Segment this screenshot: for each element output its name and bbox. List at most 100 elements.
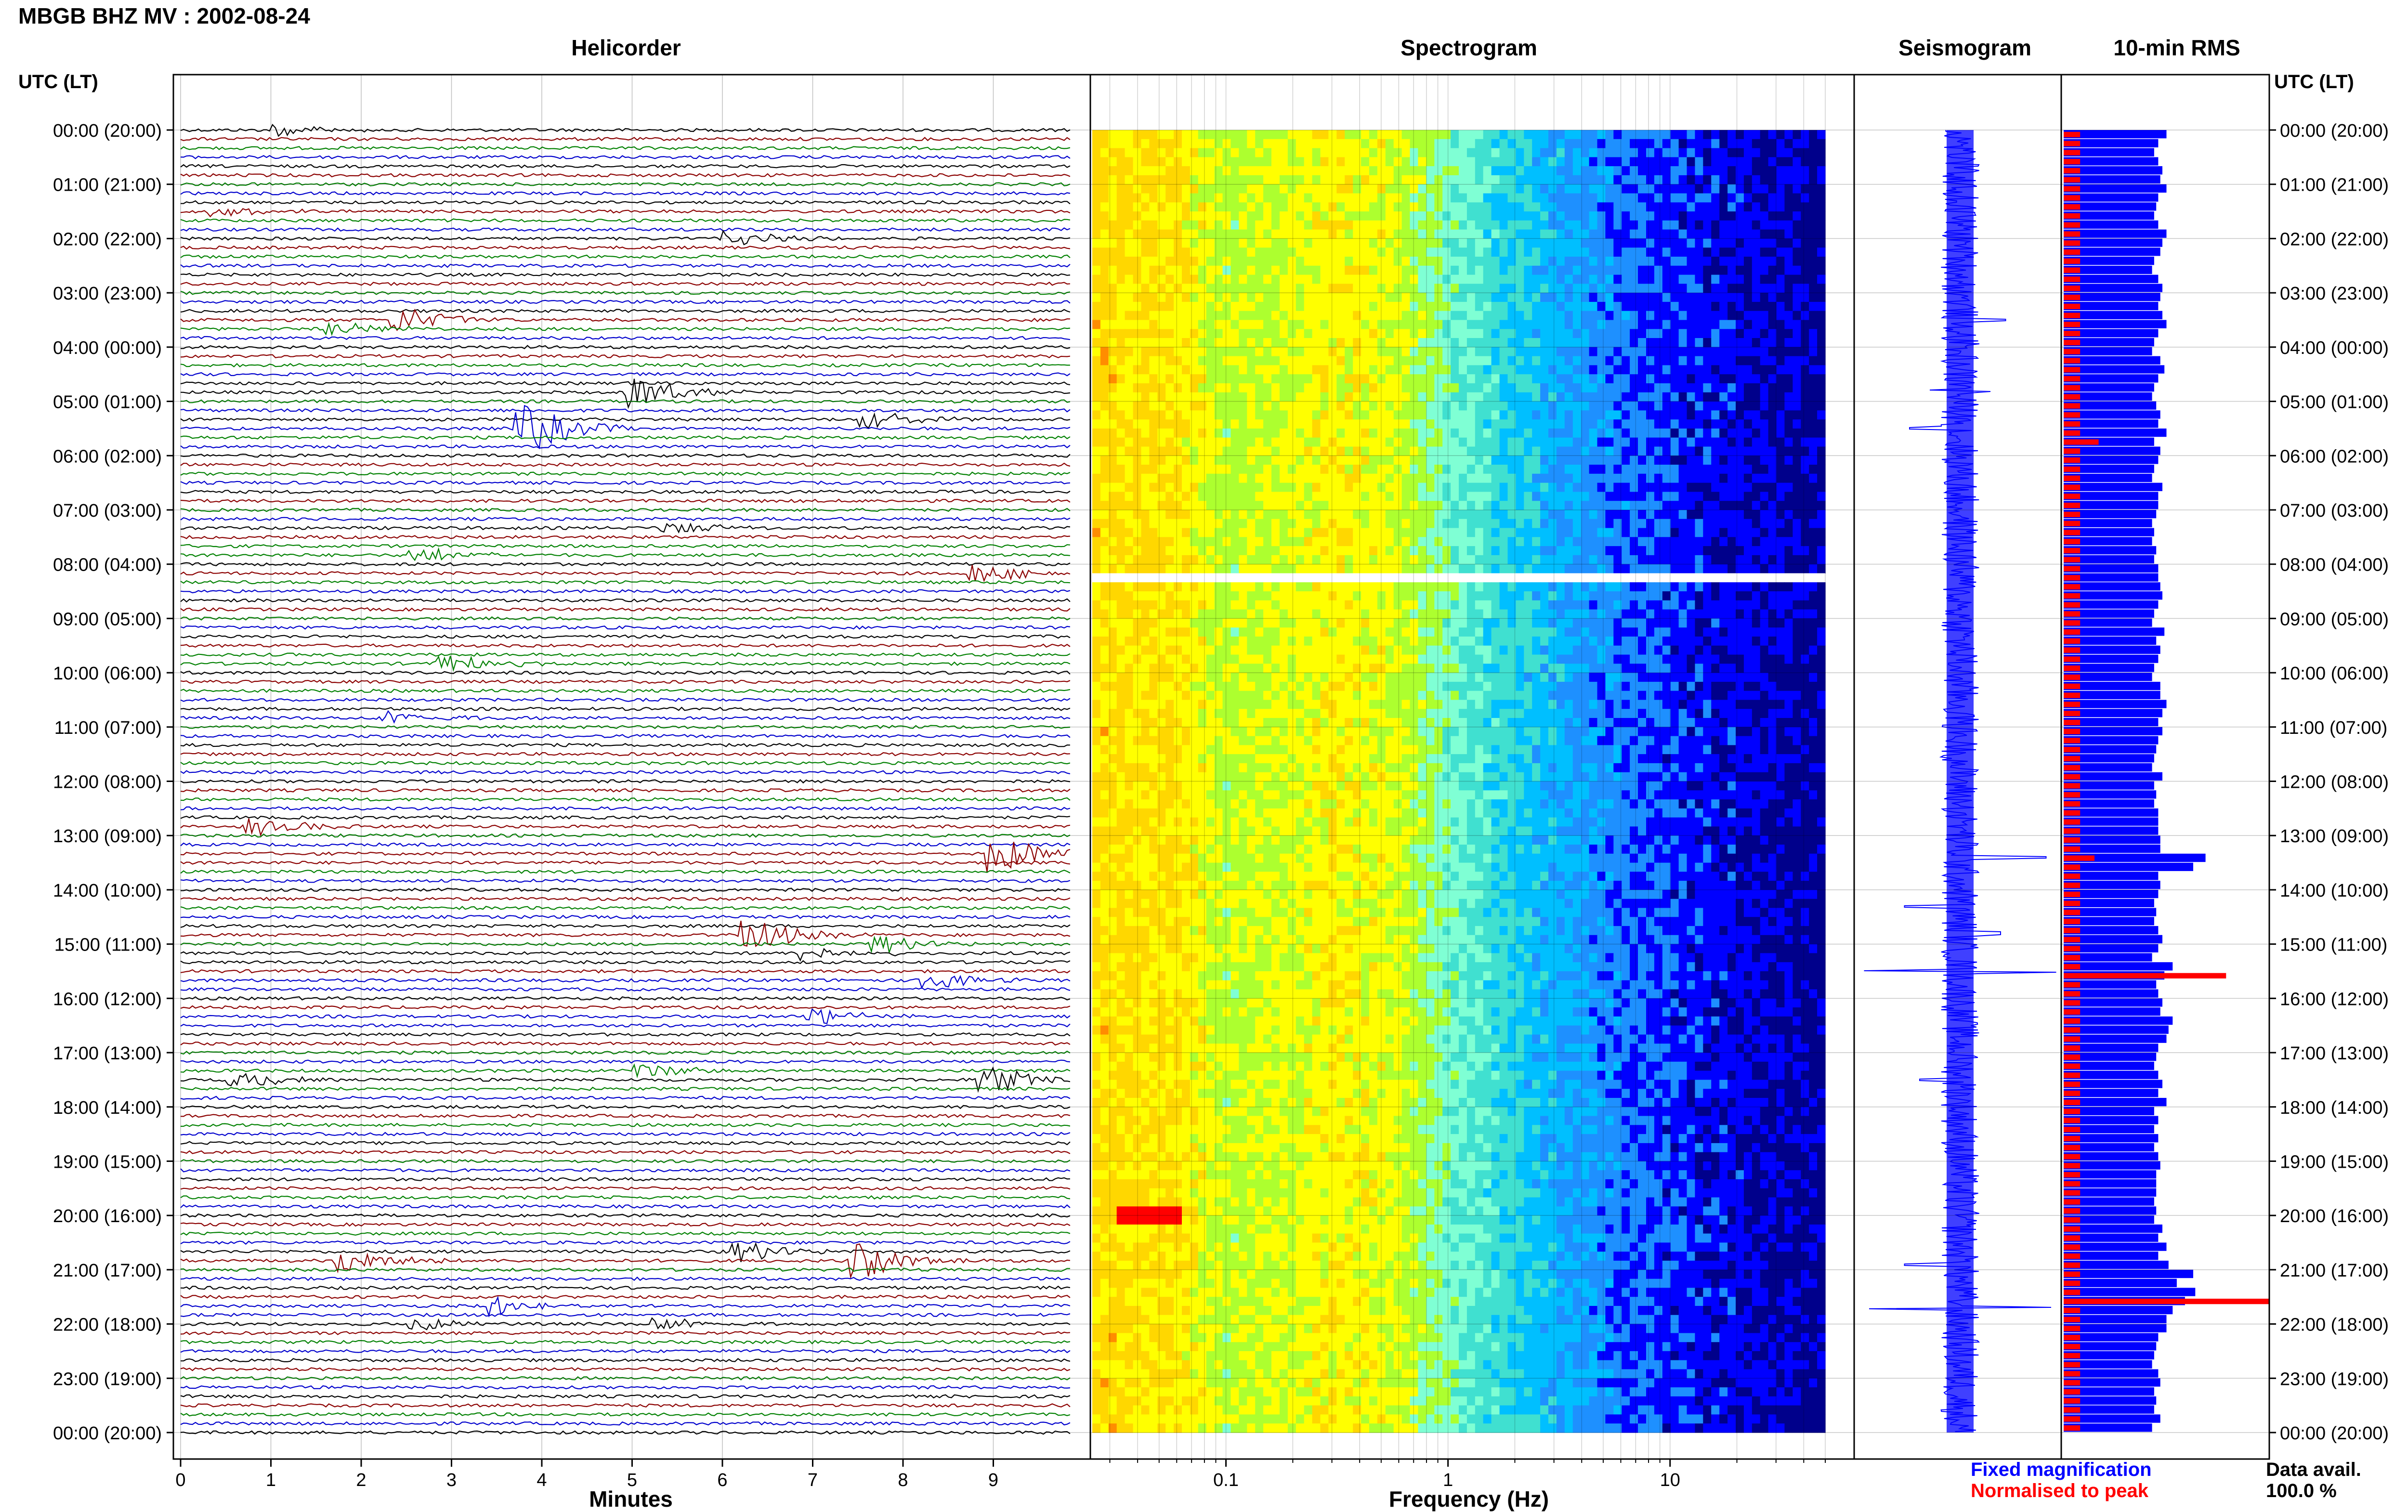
- spectrogram-cell: [1793, 564, 1801, 574]
- spectrogram-cell: [1491, 166, 1500, 176]
- spectrogram-cell: [1100, 347, 1109, 357]
- spectrogram-cell: [1776, 229, 1785, 239]
- spectrogram-cell: [1524, 519, 1532, 529]
- spectrogram-cell: [1466, 274, 1476, 284]
- spectrogram-cell: [1548, 473, 1557, 483]
- spectrogram-cell: [1336, 130, 1345, 140]
- spectrogram-cell: [1572, 166, 1582, 176]
- spectrogram-cell: [1613, 564, 1622, 574]
- spectrogram-cell: [1157, 564, 1166, 574]
- spectrogram-cell: [1328, 130, 1337, 140]
- spectrogram-cell: [1149, 293, 1158, 302]
- spectrogram-cell: [1491, 383, 1500, 393]
- spectrogram-cell: [1613, 175, 1622, 185]
- spectrogram-cell: [1597, 392, 1606, 402]
- spectrogram-cell: [1678, 193, 1688, 203]
- spectrogram-cell: [1271, 510, 1280, 520]
- spectrogram-cell: [1401, 537, 1411, 547]
- spectrogram-cell: [1507, 465, 1516, 474]
- spectrogram-cell: [1638, 555, 1647, 565]
- spectrogram-cell: [1459, 492, 1467, 501]
- spectrogram-cell: [1230, 248, 1239, 257]
- spectrogram-cell: [1174, 347, 1182, 357]
- spectrogram-cell: [1361, 555, 1370, 565]
- spectrogram-cell: [1622, 401, 1630, 411]
- spectrogram-cell: [1475, 184, 1484, 194]
- spectrogram-cell: [1499, 465, 1508, 474]
- spectrogram-cell: [1719, 482, 1728, 492]
- spectrogram-cell: [1304, 374, 1313, 384]
- spectrogram-cell: [1719, 347, 1728, 357]
- spectrogram-cell: [1320, 220, 1329, 230]
- spectrogram-cell: [1092, 528, 1101, 537]
- spectrogram-cell: [1320, 211, 1329, 221]
- spectrogram-cell: [1296, 238, 1305, 248]
- spectrogram-cell: [1393, 293, 1402, 302]
- spectrogram-cell: [1556, 428, 1565, 438]
- spectrogram-cell: [1125, 347, 1134, 357]
- spectrogram-cell: [1727, 519, 1736, 529]
- spectrogram-cell: [1711, 211, 1720, 221]
- spectrogram-cell: [1466, 347, 1476, 357]
- spectrogram-cell: [1100, 528, 1109, 537]
- spectrogram-cell: [1630, 248, 1638, 257]
- spectrogram-cell: [1247, 211, 1256, 221]
- spectrogram-cell: [1230, 482, 1239, 492]
- spectrogram-cell: [1401, 501, 1411, 510]
- spectrogram-cell: [1092, 157, 1101, 167]
- spectrogram-cell: [1752, 175, 1761, 185]
- spectrogram-cell: [1817, 555, 1826, 565]
- spectrogram-cell: [1401, 338, 1411, 348]
- spectrogram-cell: [1451, 311, 1459, 321]
- spectrogram-cell: [1125, 301, 1134, 312]
- spectrogram-cell: [1459, 257, 1467, 266]
- spectrogram-cell: [1385, 618, 1394, 628]
- spectrogram-cell: [1768, 537, 1777, 547]
- spectrogram-cell: [1695, 600, 1703, 610]
- spectrogram-cell: [1670, 257, 1679, 266]
- spectrogram-cell: [1459, 301, 1467, 312]
- helicorder-trace: [180, 996, 1071, 1001]
- spectrogram-cell: [1239, 410, 1247, 420]
- spectrogram-cell: [1703, 465, 1712, 474]
- spectrogram-cell: [1793, 519, 1801, 529]
- spectrogram-cell: [1817, 374, 1826, 384]
- spectrogram-cell: [1507, 274, 1516, 284]
- spectrogram-cell: [1198, 202, 1207, 212]
- spectrogram-cell: [1613, 519, 1622, 529]
- spectrogram-cell: [1222, 492, 1231, 501]
- spectrogram-cell: [1239, 220, 1247, 230]
- spectrogram-cell: [1434, 546, 1443, 556]
- spectrogram-cell: [1499, 202, 1508, 212]
- spectrogram-cell: [1451, 528, 1459, 537]
- spectrogram-cell: [1287, 301, 1296, 312]
- spectrogram-cell: [1662, 564, 1671, 574]
- spectrogram-cell: [1809, 257, 1818, 266]
- spectrogram-cell: [1752, 401, 1761, 411]
- spectrogram-cell: [1556, 148, 1565, 157]
- spectrogram-cell: [1597, 211, 1606, 221]
- spectrogram-cell: [1287, 492, 1296, 501]
- spectrogram-cell: [1100, 482, 1109, 492]
- spectrogram-cell: [1271, 166, 1280, 176]
- spectrogram-cell: [1475, 582, 1484, 592]
- spectrogram-cell: [1133, 437, 1142, 447]
- spectrogram-cell: [1377, 202, 1386, 212]
- spectrogram-cell: [1516, 301, 1524, 312]
- spectrogram-cell: [1776, 437, 1785, 447]
- spectrogram-cell: [1507, 139, 1516, 149]
- spectrogram-cell: [1622, 130, 1630, 140]
- spectrogram-cell: [1100, 130, 1109, 140]
- spectrogram-cell: [1622, 564, 1630, 574]
- spectrogram-cell: [1809, 274, 1818, 284]
- spectrogram-cell: [1141, 564, 1150, 574]
- spectrogram-cell: [1320, 383, 1329, 393]
- spectrogram-cell: [1483, 618, 1492, 628]
- spectrogram-cell: [1312, 311, 1321, 321]
- spectrogram-cell: [1271, 175, 1280, 185]
- spectrogram-cell: [1524, 482, 1532, 492]
- spectrogram-cell: [1434, 193, 1443, 203]
- spectrogram-cell: [1336, 184, 1345, 194]
- spectrogram-cell: [1760, 528, 1769, 537]
- spectrogram-cell: [1646, 274, 1655, 284]
